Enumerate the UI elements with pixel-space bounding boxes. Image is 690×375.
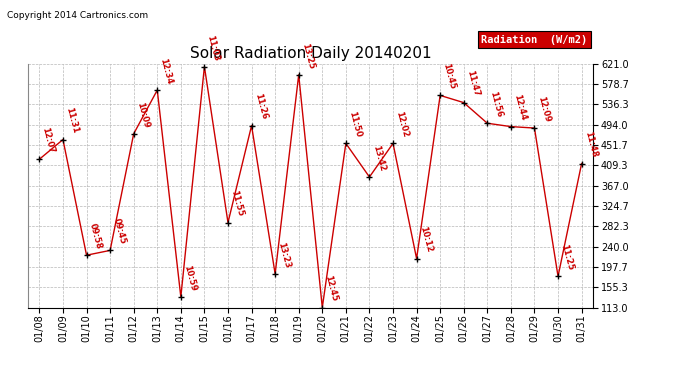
Text: 10:09: 10:09 bbox=[135, 101, 150, 129]
Text: 12:07: 12:07 bbox=[41, 126, 56, 154]
Text: 11:48: 11:48 bbox=[583, 130, 598, 159]
Text: 11:47: 11:47 bbox=[465, 70, 480, 98]
Text: 10:12: 10:12 bbox=[417, 225, 433, 254]
Text: 11:56: 11:56 bbox=[489, 90, 504, 118]
Text: 11:31: 11:31 bbox=[64, 106, 80, 135]
Text: 11:25: 11:25 bbox=[559, 243, 575, 272]
Text: 12:02: 12:02 bbox=[394, 110, 410, 138]
Text: 11:55: 11:55 bbox=[229, 189, 245, 218]
Text: 10:59: 10:59 bbox=[182, 264, 197, 292]
Text: Copyright 2014 Cartronics.com: Copyright 2014 Cartronics.com bbox=[7, 11, 148, 20]
Text: 13:25: 13:25 bbox=[300, 42, 315, 70]
Text: 11:26: 11:26 bbox=[253, 93, 268, 121]
Text: 09:58: 09:58 bbox=[88, 222, 103, 251]
Text: 12:34: 12:34 bbox=[159, 57, 174, 85]
Text: 12:45: 12:45 bbox=[324, 274, 339, 303]
Text: 11:50: 11:50 bbox=[347, 110, 363, 138]
Title: Solar Radiation Daily 20140201: Solar Radiation Daily 20140201 bbox=[190, 46, 431, 61]
Text: 12:09: 12:09 bbox=[535, 95, 551, 123]
Text: 13:23: 13:23 bbox=[276, 241, 292, 269]
Text: 12:44: 12:44 bbox=[512, 93, 528, 122]
Text: 11:03: 11:03 bbox=[206, 34, 221, 62]
Text: 09:45: 09:45 bbox=[111, 217, 127, 246]
Text: Radiation  (W/m2): Radiation (W/m2) bbox=[482, 34, 588, 45]
Text: 13:42: 13:42 bbox=[371, 144, 386, 172]
Text: 10:45: 10:45 bbox=[442, 62, 457, 90]
